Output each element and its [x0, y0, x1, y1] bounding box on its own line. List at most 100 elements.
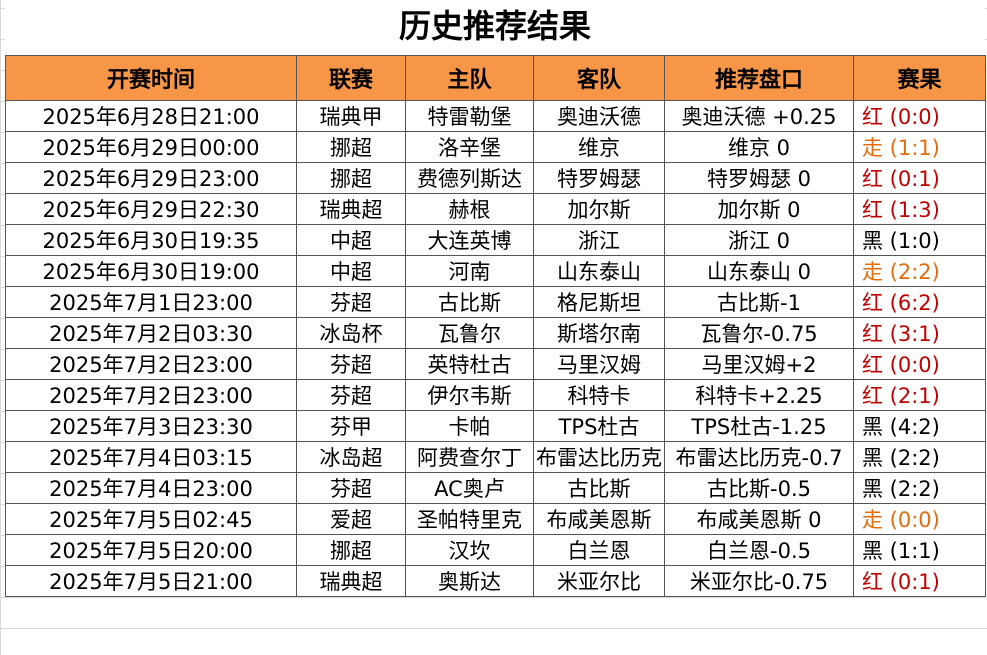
cell: 汉坎: [405, 534, 534, 566]
cell: 瓦鲁尔: [405, 317, 534, 349]
cell: 2025年6月28日21:00: [5, 100, 297, 132]
cell: 洛辛堡: [405, 131, 534, 163]
data-row: 2025年7月2日23:00 芬超 英特杜古 马里汉姆 马里汉姆+2 红 (0:0): [5, 348, 986, 380]
cell: 芬超: [296, 286, 406, 318]
cell: 马里汉姆+2: [664, 348, 854, 380]
data-row: 2025年7月2日23:00 芬超 伊尔韦斯 科特卡 科特卡+2.25 红 (2:1): [5, 379, 986, 411]
cell: 马里汉姆: [533, 348, 665, 380]
cell: 2025年6月29日00:00: [5, 131, 297, 163]
result-cell: 黑 (1:0): [853, 224, 986, 256]
cell: 冰岛超: [296, 441, 406, 473]
cell: 浙江: [533, 224, 665, 256]
cell: 瑞典超: [296, 193, 406, 225]
cell: 维京: [533, 131, 665, 163]
cell: 赫根: [405, 193, 534, 225]
cell: 2025年7月5日20:00: [5, 534, 297, 566]
data-row: 2025年6月28日21:00 瑞典甲 特雷勒堡 奥迪沃德 奥迪沃德 +0.25 红 (0…: [5, 100, 986, 132]
data-row: 2025年7月2日03:30 冰岛杯 瓦鲁尔 斯塔尔南 瓦鲁尔-0.75 红 (3:1): [5, 317, 986, 349]
result-cell: 红 (0:1): [853, 162, 986, 194]
cell: 山东泰山: [533, 255, 665, 287]
header-cell: 赛果: [853, 55, 986, 101]
cell: 古比斯-1: [664, 286, 854, 318]
cell: 科特卡+2.25: [664, 379, 854, 411]
cell: 特雷勒堡: [405, 100, 534, 132]
cell: 布咸美恩斯 0: [664, 503, 854, 535]
cell: 芬甲: [296, 410, 406, 442]
cell: 2025年7月4日23:00: [5, 472, 297, 504]
cell: 2025年7月2日03:30: [5, 317, 297, 349]
header-cell: 联赛: [296, 55, 406, 101]
header-cell: 开赛时间: [5, 55, 297, 101]
cell: 奥斯达: [405, 565, 534, 597]
cell: 挪超: [296, 534, 406, 566]
header-cell: 主队: [405, 55, 534, 101]
result-cell: 红 (0:0): [853, 348, 986, 380]
cell: 维京 0: [664, 131, 854, 163]
cell: 加尔斯 0: [664, 193, 854, 225]
cell: 白兰恩-0.5: [664, 534, 854, 566]
cell: 2025年7月2日23:00: [5, 379, 297, 411]
header-cell: 客队: [533, 55, 665, 101]
data-row: 2025年7月4日23:00 芬超 AC奥卢 古比斯 古比斯-0.5 黑 (2:2): [5, 472, 986, 504]
cell: 中超: [296, 255, 406, 287]
cell: 2025年6月29日23:00: [5, 162, 297, 194]
result-cell: 红 (6:2): [853, 286, 986, 318]
cell: 挪超: [296, 131, 406, 163]
cell: 2025年6月30日19:35: [5, 224, 297, 256]
cell: 山东泰山 0: [664, 255, 854, 287]
cell: 斯塔尔南: [533, 317, 665, 349]
result-cell: 黑 (2:2): [853, 441, 986, 473]
cell: 2025年7月2日23:00: [5, 348, 297, 380]
cell: 芬超: [296, 379, 406, 411]
data-row: 2025年7月1日23:00 芬超 古比斯 格尼斯坦 古比斯-1 红 (6:2): [5, 286, 986, 318]
result-cell: 红 (0:1): [853, 565, 986, 597]
cell: 芬超: [296, 472, 406, 504]
cell: 卡帕: [405, 410, 534, 442]
cell: 科特卡: [533, 379, 665, 411]
result-cell: 红 (2:1): [853, 379, 986, 411]
cell: 2025年7月1日23:00: [5, 286, 297, 318]
cell: 瑞典甲: [296, 100, 406, 132]
cell: 大连英博: [405, 224, 534, 256]
result-cell: 黑 (2:2): [853, 472, 986, 504]
cell: 2025年7月5日21:00: [5, 565, 297, 597]
cell: 古比斯: [533, 472, 665, 504]
cell: 古比斯-0.5: [664, 472, 854, 504]
cell: 2025年6月30日19:00: [5, 255, 297, 287]
cell: 挪超: [296, 162, 406, 194]
cell: 圣帕特里克: [405, 503, 534, 535]
results-table: 开赛时间 联赛 主队 客队 推荐盘口 赛果 2025年6月28日21:00 瑞典甲 特雷勒堡奥…: [5, 55, 986, 597]
cell: 英特杜古: [405, 348, 534, 380]
cell: AC奥卢: [405, 472, 534, 504]
cell: 浙江 0: [664, 224, 854, 256]
result-cell: 红 (0:0): [853, 100, 986, 132]
cell: 白兰恩: [533, 534, 665, 566]
cell: 2025年7月4日03:15: [5, 441, 297, 473]
cell: 特罗姆瑟: [533, 162, 665, 194]
data-row: 2025年7月5日20:00 挪超 汉坎 白兰恩 白兰恩-0.5 黑 (1:1): [5, 534, 986, 566]
cell: 爱超: [296, 503, 406, 535]
cell: 河南: [405, 255, 534, 287]
header-row: 开赛时间 联赛 主队 客队 推荐盘口 赛果: [5, 55, 986, 101]
cell: 古比斯: [405, 286, 534, 318]
result-cell: 黑 (1:1): [853, 534, 986, 566]
cell: 芬超: [296, 348, 406, 380]
cell: 布雷达比历克-0.7: [664, 441, 854, 473]
cell: 加尔斯: [533, 193, 665, 225]
cell: 奥迪沃德 +0.25: [664, 100, 854, 132]
cell: 布咸美恩斯: [533, 503, 665, 535]
result-cell: 走 (2:2): [853, 255, 986, 287]
result-cell: 走 (1:1): [853, 131, 986, 163]
cell: 2025年7月3日23:30: [5, 410, 297, 442]
result-cell: 红 (3:1): [853, 317, 986, 349]
cell: 阿费查尔丁: [405, 441, 534, 473]
data-row: 2025年7月3日23:30 芬甲 卡帕 TPS杜古 TPS杜古-1.25 黑 (4:2): [5, 410, 986, 442]
cell: 瑞典超: [296, 565, 406, 597]
data-row: 2025年7月5日21:00 瑞典超 奥斯达 米亚尔比 米亚尔比-0.75 红 (0:1): [5, 565, 986, 597]
